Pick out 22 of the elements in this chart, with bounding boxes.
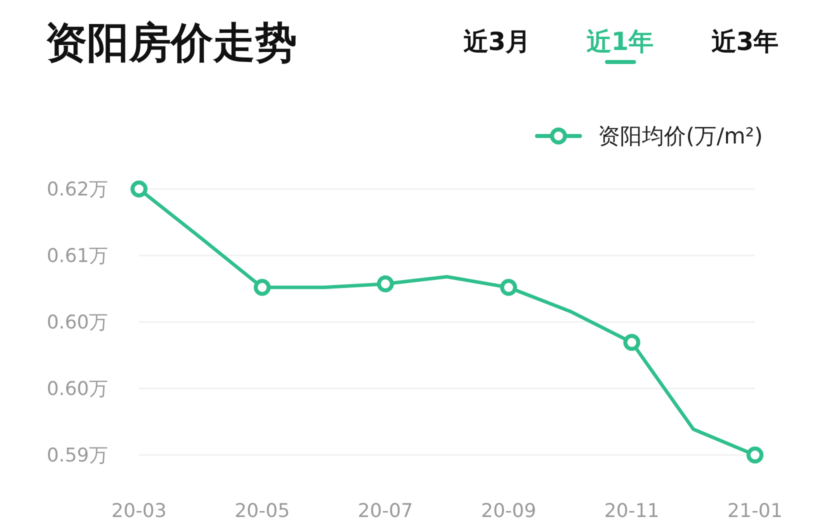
x-tick-label: 20-11 [604, 500, 660, 522]
point [376, 275, 394, 292]
x-tick-label: 20-03 [111, 500, 167, 522]
y-tick-label: 0.59万 [46, 444, 108, 467]
y-tick-label: 0.62万 [46, 178, 108, 201]
point [254, 278, 271, 296]
x-tick-label: 20-05 [234, 500, 290, 522]
legend-label: 资阳均价(万/m²) [598, 124, 763, 150]
y-tick-label: 0.61万 [46, 245, 108, 268]
y-tick-label: 0.60万 [46, 378, 108, 400]
point [130, 180, 148, 198]
text: 近3月 [463, 27, 531, 56]
x-tick-label: 20-09 [480, 500, 536, 522]
point [623, 334, 640, 351]
chart-title: 资阳房价走势 [45, 18, 297, 67]
y-tick-label: 0.60万 [46, 312, 108, 334]
point [746, 446, 764, 464]
point [500, 278, 518, 296]
text: 近1年 [586, 27, 654, 56]
x-tick-label: 21-01 [727, 500, 783, 522]
x-tick-label: 20-07 [358, 500, 414, 522]
text: 近3年 [711, 27, 779, 56]
